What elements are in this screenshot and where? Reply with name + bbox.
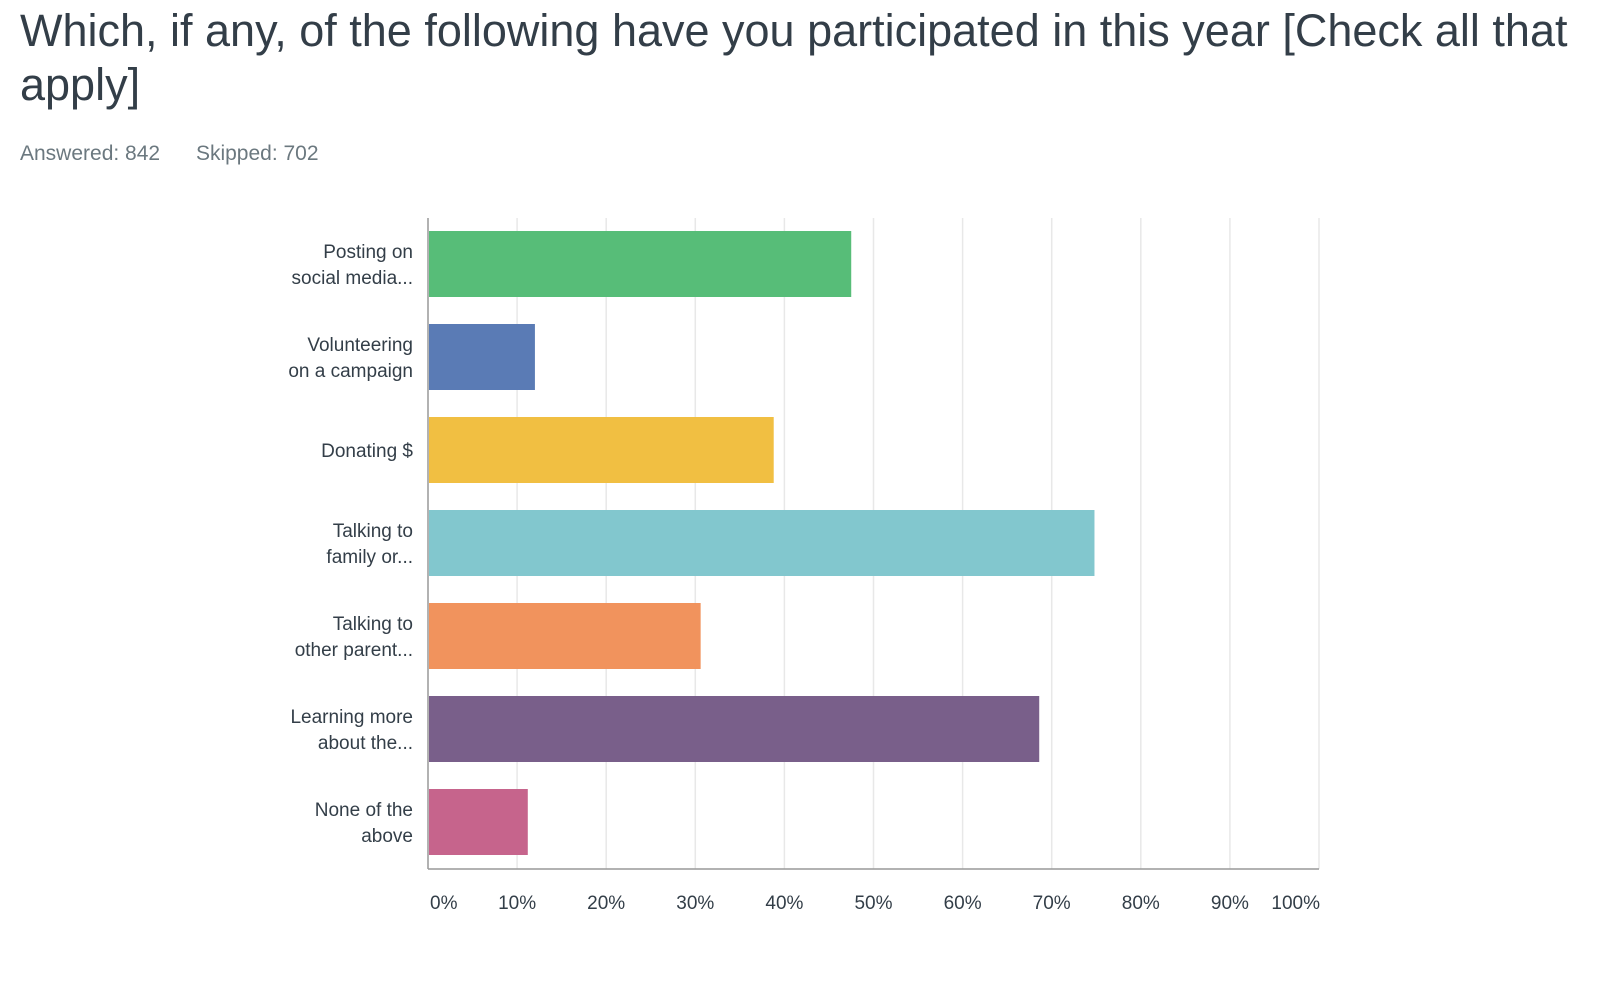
category-label: about the...	[318, 733, 413, 754]
x-tick-label: 90%	[1211, 893, 1249, 914]
x-tick-label: 10%	[498, 893, 536, 914]
category-label: Learning more	[290, 707, 413, 728]
skipped-count: Skipped: 702	[195, 142, 319, 165]
bar	[429, 510, 1095, 576]
category-label: Volunteering	[307, 335, 413, 356]
bar	[429, 603, 701, 669]
category-label: other parent...	[295, 640, 413, 661]
category-label: above	[361, 826, 413, 847]
bar	[429, 789, 528, 855]
response-stats: Answered: 842 Skipped: 702	[20, 142, 349, 166]
bar	[429, 324, 535, 390]
x-tick-label: 60%	[944, 893, 982, 914]
x-tick-label: 50%	[854, 893, 892, 914]
x-tick-label: 70%	[1033, 893, 1071, 914]
x-tick-label: 40%	[765, 893, 803, 914]
answered-count: Answered: 842	[20, 142, 161, 165]
x-tick-label: 80%	[1122, 893, 1160, 914]
question-title: Which, if any, of the following have you…	[20, 5, 1568, 110]
bar	[429, 696, 1040, 762]
x-tick-label: 20%	[587, 893, 625, 914]
x-tick-label: 100%	[1271, 893, 1320, 914]
x-tick-label: 0%	[430, 893, 458, 914]
category-label: Donating $	[321, 441, 413, 462]
category-label: Talking to	[333, 614, 413, 635]
bar	[429, 231, 852, 297]
category-label: social media...	[292, 268, 413, 289]
bar	[429, 417, 774, 483]
category-label: family or...	[326, 547, 413, 568]
category-label: Talking to	[333, 521, 413, 542]
category-label: on a campaign	[288, 361, 413, 382]
x-tick-label: 30%	[676, 893, 714, 914]
category-label: Posting on	[323, 242, 413, 263]
category-label: None of the	[315, 800, 413, 821]
